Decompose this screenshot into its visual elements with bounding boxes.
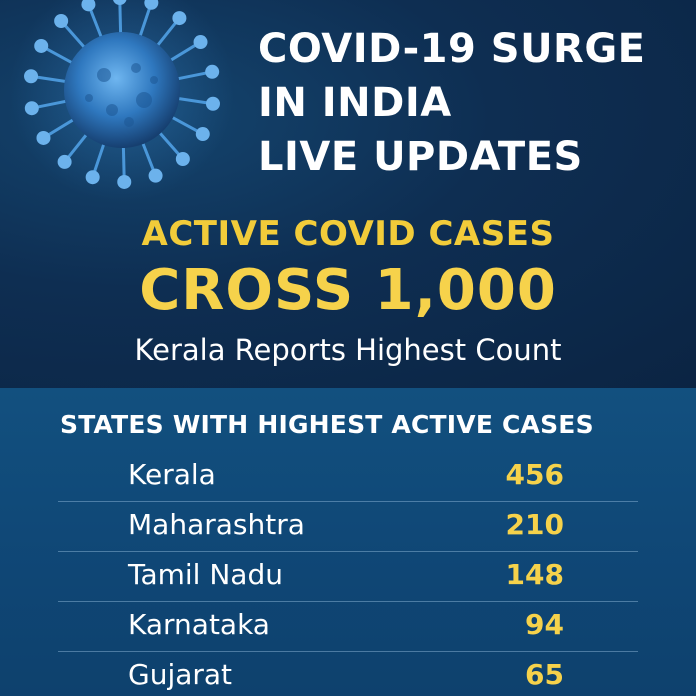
virus-spike-tip (113, 0, 127, 6)
kerala-highest-label: Kerala Reports Highest Count (134, 333, 562, 367)
virus-spike (118, 0, 123, 35)
state-count: 148 (505, 558, 564, 591)
virus-spike-tip (81, 0, 96, 12)
virus-spike-tip (24, 69, 39, 84)
state-count: 65 (525, 658, 564, 691)
state-count: 94 (525, 608, 564, 641)
state-count: 456 (505, 458, 564, 491)
virus-spike-tip (36, 130, 51, 145)
active-cases-label: ACTIVE COVID CASES (141, 214, 555, 254)
headline-line-3: LIVE UPDATES (258, 134, 583, 180)
table-row: Kerala 456 (58, 452, 638, 502)
state-name: Maharashtra (128, 508, 305, 541)
headline-line-2: IN INDIA (258, 80, 452, 126)
states-panel (0, 388, 696, 696)
table-row: Maharashtra 210 (58, 502, 638, 552)
headline-line-1: COVID-19 SURGE (258, 26, 646, 72)
virus-spike-tip (172, 11, 187, 26)
cross-count-label: CROSS 1,000 (139, 258, 557, 323)
virus-spike-tip (57, 154, 72, 169)
state-count: 210 (505, 508, 564, 541)
virus-spike-tip (175, 152, 190, 167)
headline: COVID-19 SURGE IN INDIA LIVE UPDATES (258, 22, 678, 184)
coronavirus-icon (10, 0, 234, 202)
virus-spike-tip (24, 101, 39, 116)
virus-spike-tip (144, 0, 159, 10)
table-row: Karnataka 94 (58, 602, 638, 652)
virus-spike-tip (193, 35, 208, 50)
virus-spike-tip (205, 96, 220, 111)
virus-spike-tip (85, 170, 100, 185)
virus-spike-tip (34, 38, 49, 53)
state-name: Gujarat (128, 658, 233, 691)
table-row: Tamil Nadu 148 (58, 552, 638, 602)
table-row: Gujarat 65 (58, 652, 638, 696)
state-name: Karnataka (128, 608, 270, 641)
virus-spike-tip (195, 127, 210, 142)
virus-spike-tip (148, 168, 163, 183)
virus-spike-tip (205, 64, 220, 79)
header-panel: COVID-19 SURGE IN INDIA LIVE UPDATES ACT… (0, 0, 696, 388)
table-title: STATES WITH HIGHEST ACTIVE CASES (60, 410, 594, 439)
state-name: Tamil Nadu (128, 558, 283, 591)
virus-spike-tip (117, 174, 132, 189)
states-table: Kerala 456 Maharashtra 210 Tamil Nadu 14… (58, 452, 638, 696)
virus-spike-tip (54, 13, 69, 28)
state-name: Kerala (128, 458, 216, 491)
